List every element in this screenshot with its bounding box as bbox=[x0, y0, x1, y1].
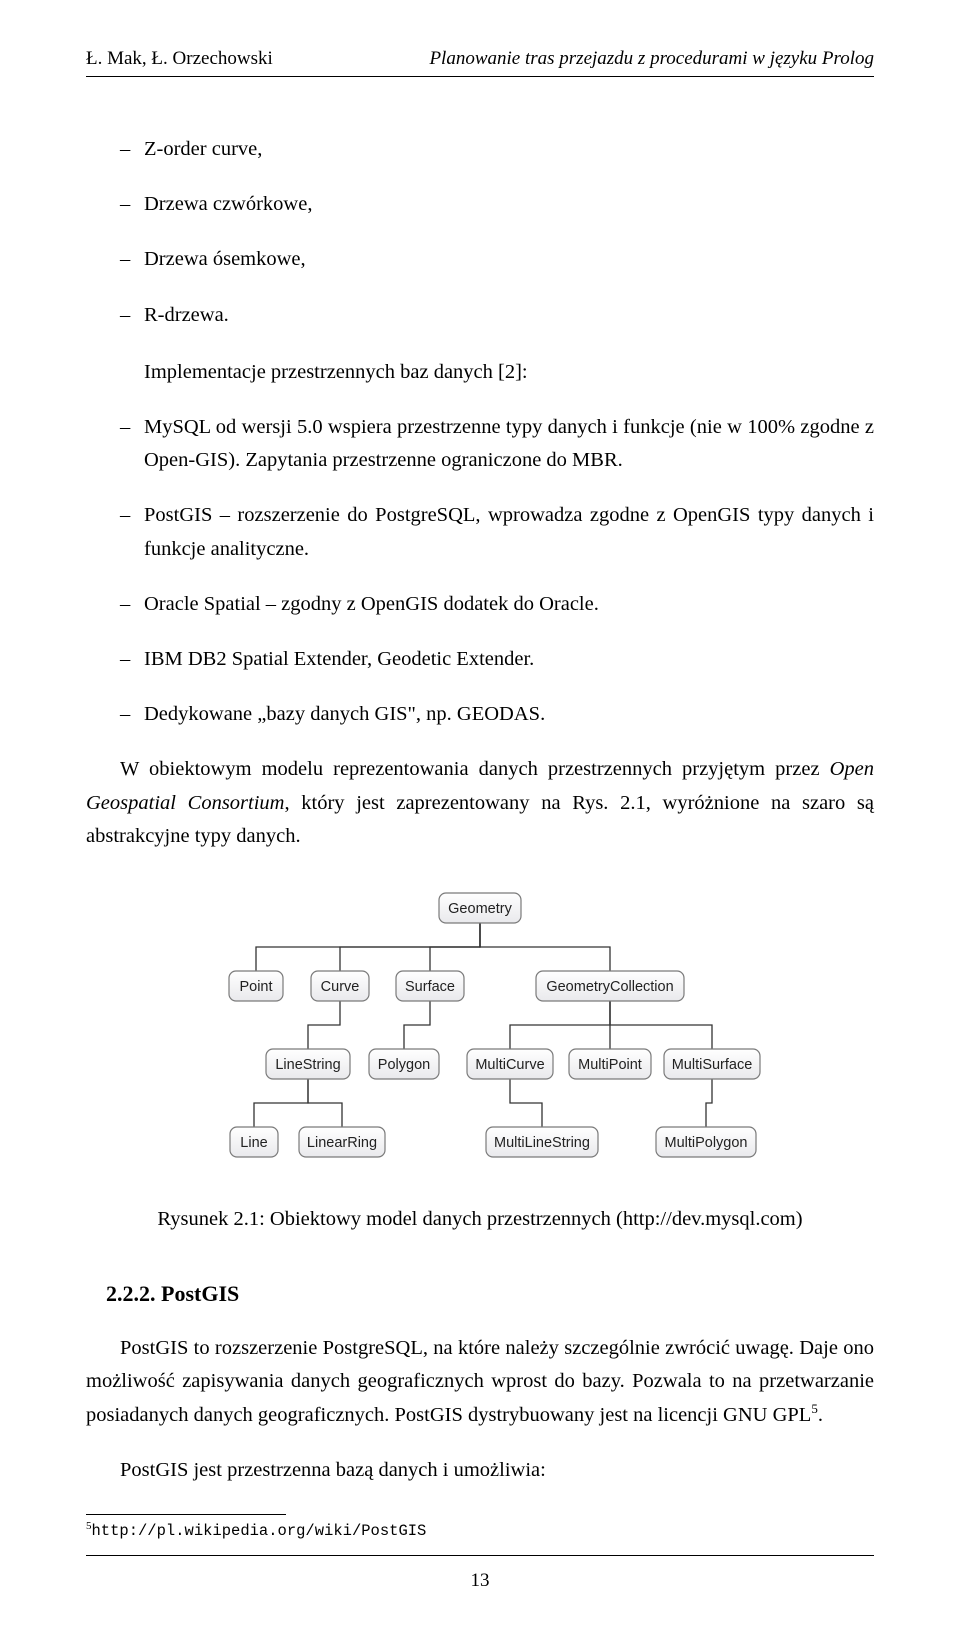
list-item: R-drzewa. bbox=[144, 299, 874, 332]
svg-text:LinearRing: LinearRing bbox=[307, 1135, 377, 1151]
footnote: 5http://pl.wikipedia.org/wiki/PostGIS bbox=[86, 1519, 874, 1542]
tree-diagram: Geometry Point Curve Surface GeometryCollect… bbox=[192, 875, 768, 1167]
svg-text:LineString: LineString bbox=[275, 1057, 340, 1073]
postgis-paragraph-1: PostGIS to rozszerzenie PostgreSQL, na k… bbox=[86, 1332, 874, 1432]
subsection-number: 2.2.2. bbox=[106, 1281, 156, 1306]
text: PostGIS to rozszerzenie PostgreSQL, na k… bbox=[86, 1337, 874, 1426]
svg-text:MultiPolygon: MultiPolygon bbox=[664, 1135, 747, 1151]
tree-node-linearring: LinearRing bbox=[299, 1127, 385, 1157]
tree-node-curve: Curve bbox=[311, 971, 369, 1001]
svg-text:GeometryCollection: GeometryCollection bbox=[546, 979, 673, 995]
svg-text:Point: Point bbox=[239, 979, 272, 995]
list-item: MySQL od wersji 5.0 wspiera przestrzenne… bbox=[144, 411, 874, 477]
list-item: Z-order curve, bbox=[144, 133, 874, 166]
svg-text:MultiLineString: MultiLineString bbox=[494, 1135, 590, 1151]
list-implementations: MySQL od wersji 5.0 wspiera przestrzenne… bbox=[86, 411, 874, 731]
list-item: PostGIS – rozszerzenie do PostgreSQL, wp… bbox=[144, 499, 874, 565]
list-item: Oracle Spatial – zgodny z OpenGIS dodate… bbox=[144, 588, 874, 621]
list-item: Dedykowane „bazy danych GIS", np. GEODAS… bbox=[144, 698, 874, 731]
text: . bbox=[818, 1404, 823, 1426]
tree-node-line: Line bbox=[230, 1127, 278, 1157]
header-title: Planowanie tras przejazdu z procedurami … bbox=[429, 48, 874, 70]
running-header: Ł. Mak, Ł. Orzechowski Planowanie tras p… bbox=[86, 48, 874, 77]
footnote-url: http://pl.wikipedia.org/wiki/PostGIS bbox=[92, 1522, 427, 1540]
svg-text:MultiSurface: MultiSurface bbox=[672, 1057, 753, 1073]
text: W obiektowym modelu reprezentowania dany… bbox=[120, 758, 830, 780]
svg-text:Line: Line bbox=[240, 1135, 267, 1151]
svg-text:Curve: Curve bbox=[321, 979, 360, 995]
subsection-heading: 2.2.2. PostGIS bbox=[106, 1276, 874, 1312]
tree-node-multisurface: MultiSurface bbox=[664, 1049, 760, 1079]
tree-node-multipoint: MultiPoint bbox=[569, 1049, 651, 1079]
tree-node-point: Point bbox=[229, 971, 283, 1001]
tree-node-geometrycollection: GeometryCollection bbox=[536, 971, 684, 1001]
svg-text:Polygon: Polygon bbox=[378, 1057, 430, 1073]
list-item: Drzewa ósemkowe, bbox=[144, 243, 874, 276]
footnote-rule bbox=[86, 1514, 286, 1515]
tree-node-surface: Surface bbox=[396, 971, 464, 1001]
list-item: Drzewa czwórkowe, bbox=[144, 188, 874, 221]
page-number: 13 bbox=[86, 1566, 874, 1597]
tree-node-multilinestring: MultiLineString bbox=[486, 1127, 598, 1157]
list-item: IBM DB2 Spatial Extender, Geodetic Exten… bbox=[144, 643, 874, 676]
header-author: Ł. Mak, Ł. Orzechowski bbox=[86, 48, 273, 70]
consortium-paragraph: W obiektowym modelu reprezentowania dany… bbox=[86, 753, 874, 853]
figure-geometry-tree: Geometry Point Curve Surface GeometryCollect… bbox=[86, 875, 874, 1167]
subsection-title: PostGIS bbox=[161, 1281, 239, 1306]
page-content: Z-order curve, Drzewa czwórkowe, Drzewa … bbox=[86, 133, 874, 1597]
tree-node-multicurve: MultiCurve bbox=[467, 1049, 553, 1079]
list-structures: Z-order curve, Drzewa czwórkowe, Drzewa … bbox=[86, 133, 874, 332]
tree-node-geometry: Geometry bbox=[439, 893, 521, 923]
tree-node-linestring: LineString bbox=[266, 1049, 350, 1079]
svg-text:Surface: Surface bbox=[405, 979, 455, 995]
list-intro: Implementacje przestrzennych baz danych … bbox=[144, 356, 874, 389]
svg-text:MultiPoint: MultiPoint bbox=[578, 1057, 642, 1073]
figure-caption: Rysunek 2.1: Obiektowy model danych prze… bbox=[86, 1203, 874, 1236]
tree-node-polygon: Polygon bbox=[369, 1049, 439, 1079]
tree-node-multipolygon: MultiPolygon bbox=[656, 1127, 756, 1157]
svg-text:Geometry: Geometry bbox=[448, 901, 512, 917]
svg-text:MultiCurve: MultiCurve bbox=[475, 1057, 544, 1073]
bottom-rule bbox=[86, 1555, 874, 1556]
postgis-paragraph-2: PostGIS jest przestrzenna bazą danych i … bbox=[86, 1454, 874, 1487]
